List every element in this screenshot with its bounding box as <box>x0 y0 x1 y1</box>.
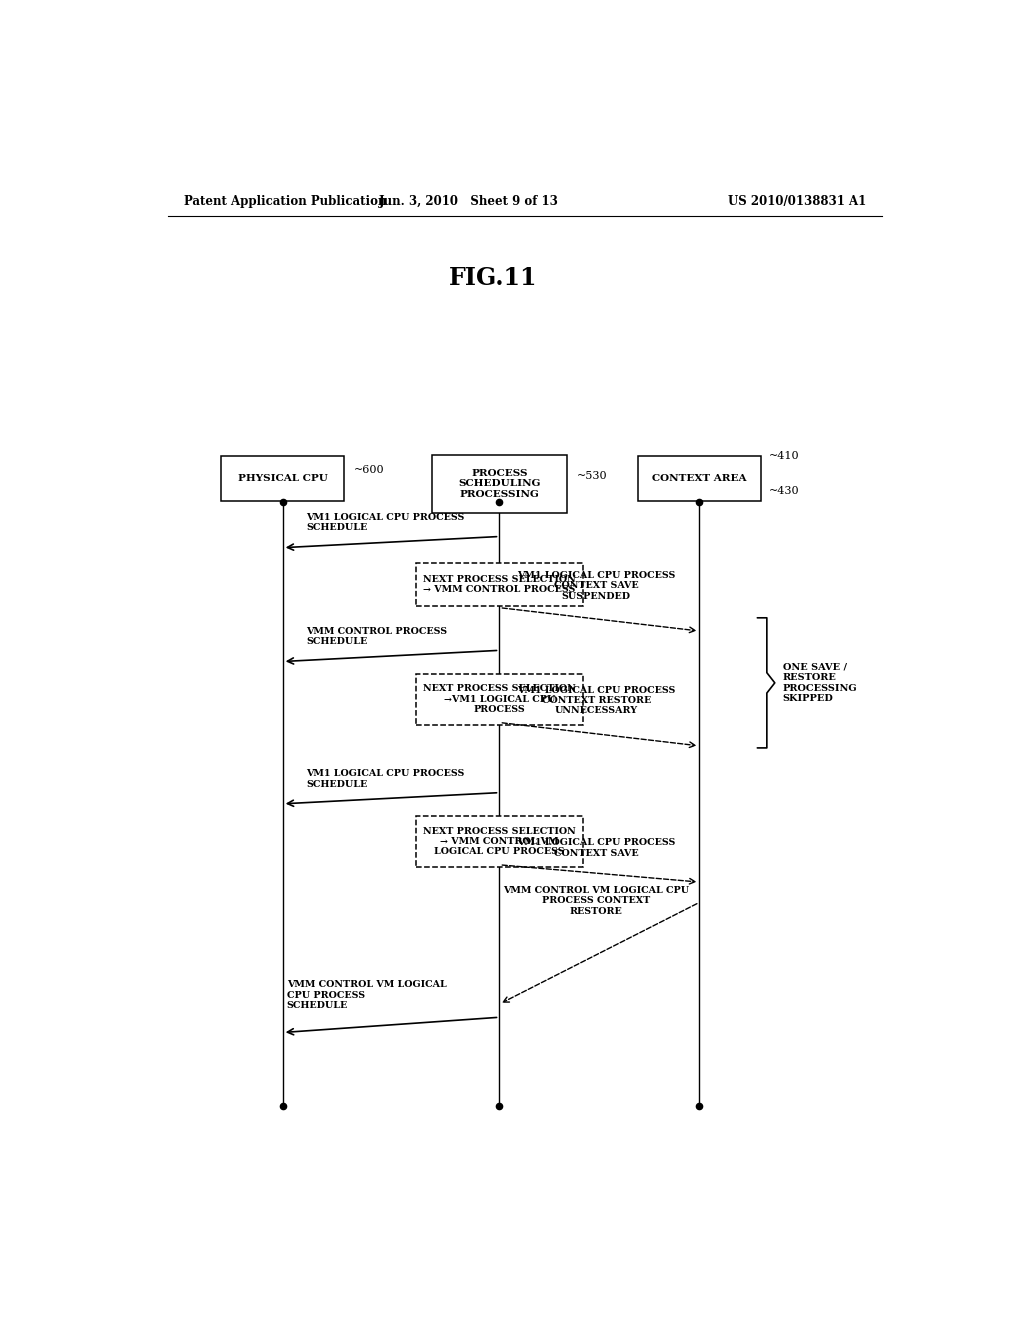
Text: PROCESS
SCHEDULING
PROCESSING: PROCESS SCHEDULING PROCESSING <box>458 469 541 499</box>
Text: VM1 LOGICAL CPU PROCESS
CONTEXT SAVE
SUSPENDED: VM1 LOGICAL CPU PROCESS CONTEXT SAVE SUS… <box>517 570 676 601</box>
Bar <box>432 454 567 512</box>
Text: Patent Application Publication: Patent Application Publication <box>183 194 386 207</box>
Text: ~530: ~530 <box>577 470 607 480</box>
Text: VM1 LOGICAL CPU PROCESS
SCHEDULE: VM1 LOGICAL CPU PROCESS SCHEDULE <box>306 770 465 788</box>
Text: ONE SAVE /
RESTORE
PROCESSING
SKIPPED: ONE SAVE / RESTORE PROCESSING SKIPPED <box>782 663 857 704</box>
Text: FIG.11: FIG.11 <box>449 267 538 290</box>
Text: VMM CONTROL VM LOGICAL
CPU PROCESS
SCHEDULE: VMM CONTROL VM LOGICAL CPU PROCESS SCHED… <box>287 981 446 1010</box>
Text: VM1 LOGICAL CPU PROCESS
CONTEXT SAVE: VM1 LOGICAL CPU PROCESS CONTEXT SAVE <box>517 838 676 858</box>
Text: VMM CONTROL PROCESS
SCHEDULE: VMM CONTROL PROCESS SCHEDULE <box>306 627 447 647</box>
Text: ~600: ~600 <box>353 466 384 475</box>
Bar <box>416 562 583 606</box>
Bar <box>221 455 344 502</box>
Text: VM1 LOGICAL CPU PROCESS
SCHEDULE: VM1 LOGICAL CPU PROCESS SCHEDULE <box>306 513 465 532</box>
Text: ~410: ~410 <box>769 451 800 461</box>
Text: NEXT PROCESS SELECTION
→ VMM CONTROL PROCESS: NEXT PROCESS SELECTION → VMM CONTROL PRO… <box>423 574 575 594</box>
Text: ~430: ~430 <box>769 486 800 496</box>
Text: CONTEXT AREA: CONTEXT AREA <box>652 474 746 483</box>
Text: NEXT PROCESS SELECTION
→ VMM CONTROL VM
LOGICAL CPU PROCESS: NEXT PROCESS SELECTION → VMM CONTROL VM … <box>423 826 575 857</box>
Bar <box>416 816 583 867</box>
Text: VM1 LOGICAL CPU PROCESS
CONTEXT RESTORE
UNNECESSARY: VM1 LOGICAL CPU PROCESS CONTEXT RESTORE … <box>517 685 676 715</box>
Text: PHYSICAL CPU: PHYSICAL CPU <box>238 474 328 483</box>
Bar <box>416 673 583 725</box>
Text: VMM CONTROL VM LOGICAL CPU
PROCESS CONTEXT
RESTORE: VMM CONTROL VM LOGICAL CPU PROCESS CONTE… <box>503 886 689 916</box>
Text: NEXT PROCESS SELECTION
→VM1 LOGICAL CPU
PROCESS: NEXT PROCESS SELECTION →VM1 LOGICAL CPU … <box>423 684 575 714</box>
Bar <box>638 455 761 502</box>
Text: Jun. 3, 2010   Sheet 9 of 13: Jun. 3, 2010 Sheet 9 of 13 <box>379 194 559 207</box>
Text: US 2010/0138831 A1: US 2010/0138831 A1 <box>728 194 866 207</box>
